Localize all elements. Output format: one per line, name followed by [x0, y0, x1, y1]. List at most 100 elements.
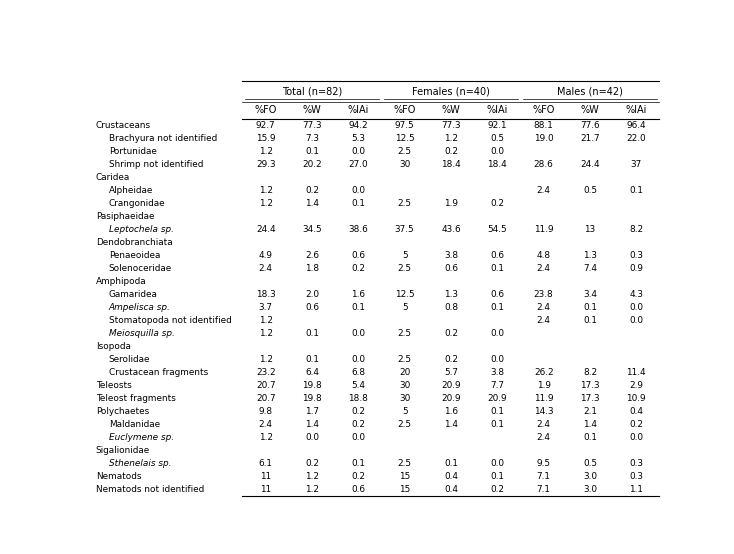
Text: 0.1: 0.1	[352, 199, 366, 208]
Text: 18.4: 18.4	[487, 160, 507, 169]
Text: 24.4: 24.4	[580, 160, 600, 169]
Text: %IAi: %IAi	[487, 105, 508, 115]
Text: 94.2: 94.2	[349, 121, 368, 130]
Text: 1.3: 1.3	[444, 290, 458, 299]
Text: 29.3: 29.3	[256, 160, 275, 169]
Text: Pasiphaeidae: Pasiphaeidae	[95, 212, 154, 221]
Text: 0.1: 0.1	[444, 459, 458, 468]
Text: 1.7: 1.7	[305, 407, 319, 416]
Text: 37.5: 37.5	[395, 225, 415, 234]
Text: 0.5: 0.5	[490, 134, 504, 143]
Text: Total (n=82): Total (n=82)	[282, 86, 342, 96]
Text: 5.7: 5.7	[444, 368, 458, 377]
Text: Nematods not identified: Nematods not identified	[95, 485, 204, 494]
Text: 23.2: 23.2	[256, 368, 275, 377]
Text: 1.4: 1.4	[305, 420, 319, 429]
Text: Solenoceridae: Solenoceridae	[109, 264, 172, 273]
Text: 0.2: 0.2	[490, 485, 504, 494]
Text: 19.8: 19.8	[302, 381, 322, 390]
Text: 11.9: 11.9	[534, 225, 553, 234]
Text: Dendobranchiata: Dendobranchiata	[95, 238, 172, 247]
Text: 2.5: 2.5	[398, 355, 412, 364]
Text: 2.6: 2.6	[305, 251, 319, 260]
Text: 77.3: 77.3	[441, 121, 461, 130]
Text: 6.1: 6.1	[258, 459, 272, 468]
Text: 0.6: 0.6	[490, 251, 504, 260]
Text: Crustaceans: Crustaceans	[95, 121, 151, 130]
Text: 1.6: 1.6	[352, 290, 366, 299]
Text: 43.6: 43.6	[441, 225, 461, 234]
Text: 1.4: 1.4	[583, 420, 597, 429]
Text: 0.0: 0.0	[352, 186, 366, 195]
Text: 0.1: 0.1	[352, 459, 366, 468]
Text: 0.1: 0.1	[583, 316, 597, 325]
Text: 5: 5	[401, 251, 407, 260]
Text: 0.2: 0.2	[352, 472, 366, 481]
Text: Females (n=40): Females (n=40)	[412, 86, 490, 96]
Text: 17.3: 17.3	[580, 381, 600, 390]
Text: 0.1: 0.1	[583, 433, 597, 442]
Text: 0.1: 0.1	[305, 329, 319, 338]
Text: 0.1: 0.1	[490, 303, 504, 312]
Text: 0.0: 0.0	[352, 355, 366, 364]
Text: 0.0: 0.0	[352, 433, 366, 442]
Text: 3.0: 3.0	[583, 485, 597, 494]
Text: Maldanidae: Maldanidae	[109, 420, 160, 429]
Text: 18.8: 18.8	[349, 394, 368, 403]
Text: 20.9: 20.9	[487, 394, 507, 403]
Text: 0.0: 0.0	[490, 329, 504, 338]
Text: Sigalionidae: Sigalionidae	[95, 446, 150, 455]
Text: 0.6: 0.6	[352, 485, 366, 494]
Text: 2.5: 2.5	[398, 147, 412, 156]
Text: 1.4: 1.4	[444, 420, 458, 429]
Text: 20.9: 20.9	[441, 394, 461, 403]
Text: %FO: %FO	[255, 105, 277, 115]
Text: 0.0: 0.0	[629, 316, 643, 325]
Text: 37: 37	[631, 160, 642, 169]
Text: 0.2: 0.2	[490, 199, 504, 208]
Text: %IAi: %IAi	[348, 105, 369, 115]
Text: 2.0: 2.0	[305, 290, 319, 299]
Text: 96.4: 96.4	[627, 121, 646, 130]
Text: 3.8: 3.8	[444, 251, 458, 260]
Text: %FO: %FO	[393, 105, 416, 115]
Text: %FO: %FO	[532, 105, 555, 115]
Text: 5.4: 5.4	[352, 381, 366, 390]
Text: 9.5: 9.5	[537, 459, 550, 468]
Text: 0.1: 0.1	[490, 407, 504, 416]
Text: 0.2: 0.2	[352, 407, 366, 416]
Text: 0.6: 0.6	[490, 290, 504, 299]
Text: 1.2: 1.2	[258, 316, 272, 325]
Text: 5.3: 5.3	[352, 134, 366, 143]
Text: Teleosts: Teleosts	[95, 381, 131, 390]
Text: 2.4: 2.4	[258, 420, 272, 429]
Text: 0.3: 0.3	[629, 251, 643, 260]
Text: 1.2: 1.2	[258, 199, 272, 208]
Text: 0.2: 0.2	[305, 459, 319, 468]
Text: 0.1: 0.1	[490, 264, 504, 273]
Text: Crangonidae: Crangonidae	[109, 199, 165, 208]
Text: 0.0: 0.0	[629, 303, 643, 312]
Text: 0.0: 0.0	[490, 147, 504, 156]
Text: 0.2: 0.2	[305, 186, 319, 195]
Text: 11.4: 11.4	[627, 368, 646, 377]
Text: 0.0: 0.0	[352, 147, 366, 156]
Text: 1.2: 1.2	[305, 472, 319, 481]
Text: 11.9: 11.9	[534, 394, 553, 403]
Text: 2.4: 2.4	[537, 316, 550, 325]
Text: 0.1: 0.1	[490, 420, 504, 429]
Text: 2.4: 2.4	[537, 186, 550, 195]
Text: 20.9: 20.9	[441, 381, 461, 390]
Text: 15: 15	[399, 472, 410, 481]
Text: 11: 11	[260, 472, 272, 481]
Text: 0.9: 0.9	[629, 264, 643, 273]
Text: 20.2: 20.2	[302, 160, 321, 169]
Text: 92.7: 92.7	[256, 121, 275, 130]
Text: 12.5: 12.5	[395, 290, 415, 299]
Text: 4.9: 4.9	[258, 251, 272, 260]
Text: %W: %W	[442, 105, 460, 115]
Text: 0.2: 0.2	[629, 420, 643, 429]
Text: 0.3: 0.3	[629, 459, 643, 468]
Text: 1.4: 1.4	[305, 199, 319, 208]
Text: 2.5: 2.5	[398, 199, 412, 208]
